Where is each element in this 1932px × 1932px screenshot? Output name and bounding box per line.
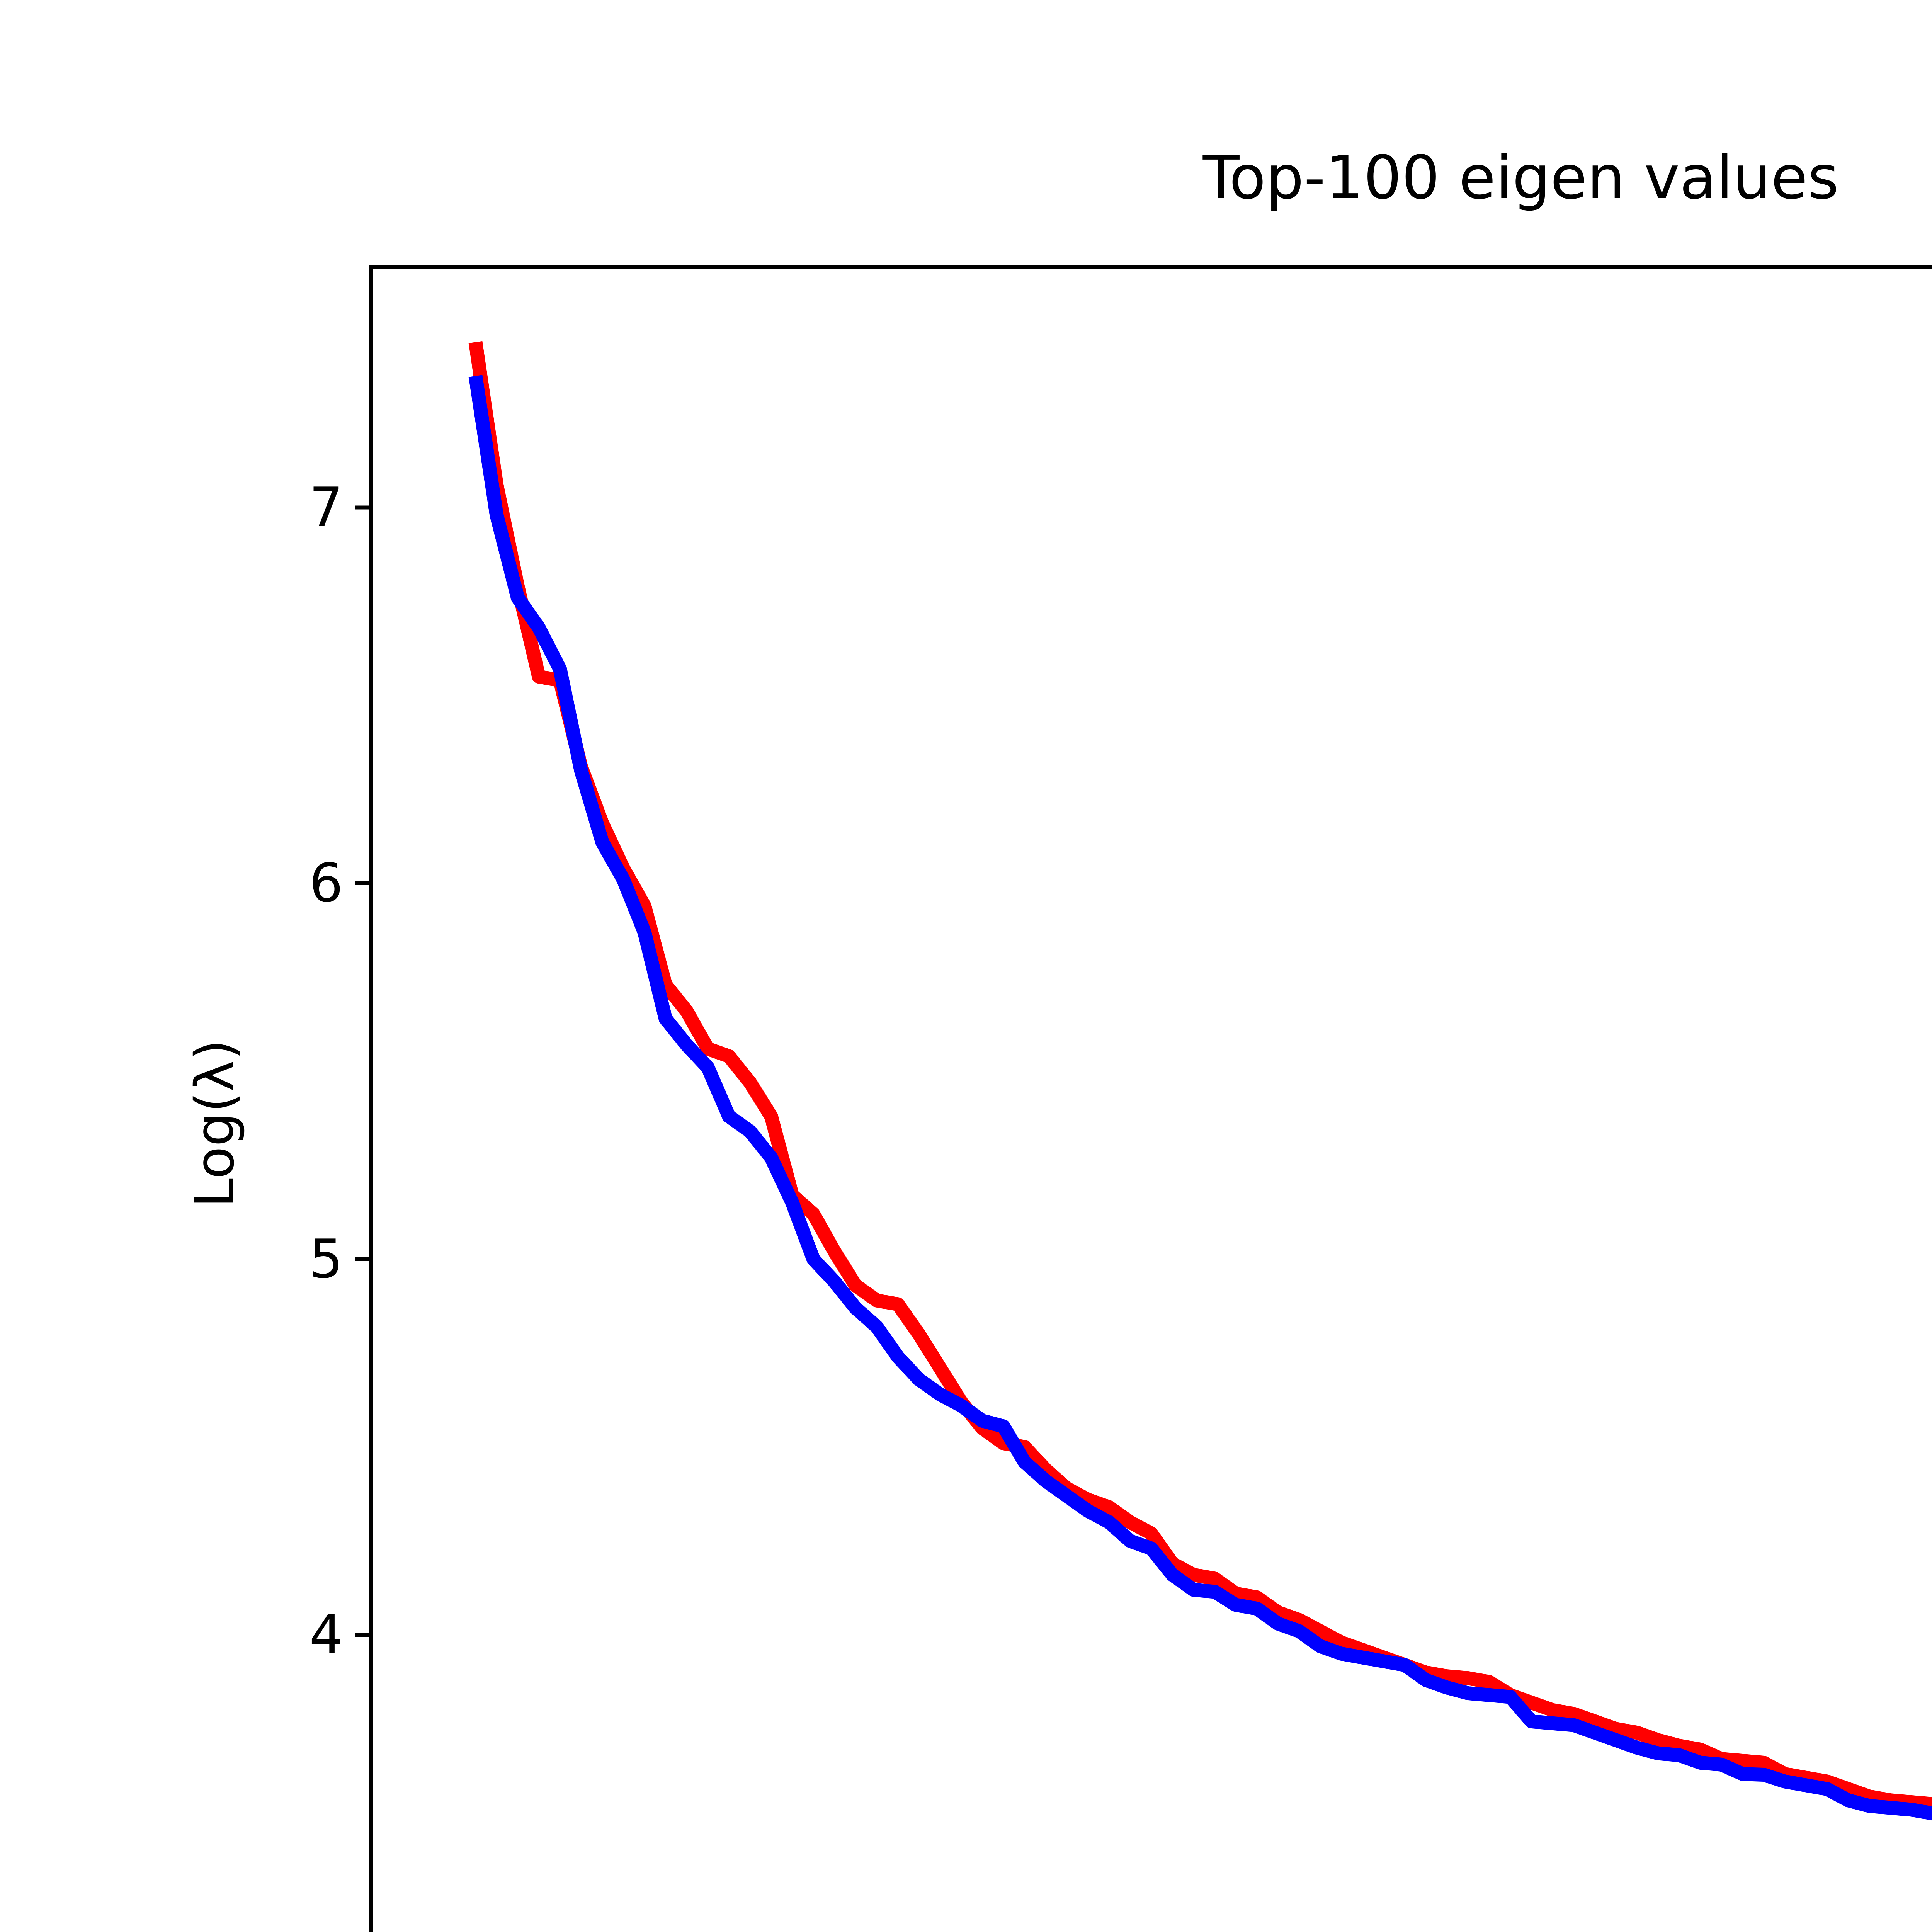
y-axis-label: Log(λ)	[184, 1039, 246, 1208]
series-line-red	[468, 341, 1932, 1811]
y-tick-label-6: 6	[309, 852, 343, 915]
axes-spines	[369, 265, 1932, 1932]
y-tick-label-7: 7	[309, 476, 343, 539]
series-line-blue	[468, 375, 1932, 1821]
y-tick-label-4: 4	[309, 1604, 343, 1666]
chart-title: Top-100 eigen values	[1202, 143, 1839, 213]
y-tick-label-5: 5	[309, 1228, 343, 1290]
